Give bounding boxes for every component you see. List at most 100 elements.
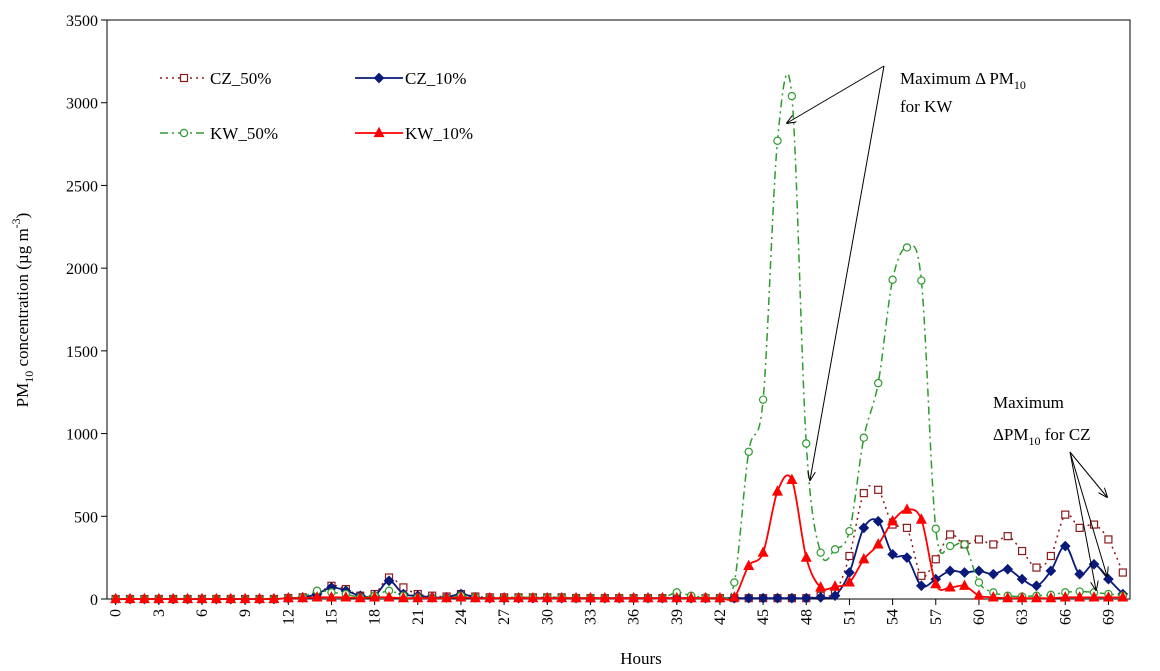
x-tick-label: 6 bbox=[194, 609, 211, 617]
y-tick-label: 0 bbox=[90, 592, 98, 609]
marker bbox=[700, 591, 712, 603]
marker bbox=[325, 591, 337, 602]
marker bbox=[484, 591, 496, 603]
y-tick-label: 1500 bbox=[66, 344, 98, 361]
marker bbox=[987, 568, 999, 580]
marker bbox=[599, 591, 611, 603]
marker bbox=[887, 514, 899, 526]
marker bbox=[843, 576, 855, 587]
marker bbox=[311, 591, 323, 602]
marker bbox=[167, 592, 179, 604]
x-tick-label: 63 bbox=[1014, 609, 1031, 625]
marker bbox=[959, 579, 971, 590]
marker bbox=[960, 540, 969, 549]
marker bbox=[369, 591, 381, 602]
marker bbox=[455, 591, 467, 602]
series bbox=[111, 73, 1128, 604]
marker bbox=[743, 559, 755, 571]
annotation-arrow bbox=[787, 65, 885, 123]
legend-label: KW_10% bbox=[405, 124, 473, 143]
annotation-text: ΔPM10 for CZ bbox=[993, 425, 1091, 448]
marker bbox=[872, 538, 884, 549]
marker bbox=[210, 592, 222, 604]
marker bbox=[974, 578, 984, 587]
marker bbox=[959, 567, 970, 578]
marker bbox=[915, 513, 927, 524]
marker bbox=[110, 592, 122, 604]
marker bbox=[944, 565, 956, 577]
annotation-text: Maximum Δ PM10 bbox=[900, 69, 1026, 92]
marker bbox=[556, 591, 568, 603]
marker bbox=[874, 485, 883, 494]
marker bbox=[787, 91, 797, 101]
x-axis-title: Hours bbox=[620, 649, 662, 668]
marker bbox=[989, 540, 998, 549]
marker bbox=[1104, 535, 1113, 544]
marker bbox=[426, 591, 438, 603]
marker bbox=[945, 541, 955, 551]
marker bbox=[469, 591, 481, 603]
annotation-arrow bbox=[1069, 451, 1107, 497]
marker bbox=[138, 592, 150, 604]
marker bbox=[297, 591, 309, 603]
marker bbox=[931, 524, 940, 533]
x-tick-label: 51 bbox=[841, 609, 858, 625]
x-tick-label: 24 bbox=[453, 609, 470, 625]
marker bbox=[800, 592, 812, 604]
legend-label: KW_50% bbox=[210, 124, 278, 143]
marker bbox=[527, 591, 539, 603]
x-tick-label: 42 bbox=[712, 609, 729, 625]
marker bbox=[1075, 523, 1084, 532]
marker bbox=[757, 546, 769, 557]
series-line bbox=[115, 484, 1124, 600]
marker bbox=[1045, 565, 1057, 577]
marker bbox=[917, 276, 926, 285]
marker bbox=[744, 447, 753, 456]
marker bbox=[685, 591, 697, 603]
marker bbox=[973, 589, 985, 600]
marker bbox=[412, 591, 424, 603]
marker bbox=[383, 591, 395, 602]
y-tick-label: 1000 bbox=[66, 427, 98, 444]
marker bbox=[888, 275, 897, 284]
marker bbox=[974, 535, 984, 544]
marker bbox=[714, 591, 726, 603]
x-tick-label: 27 bbox=[496, 609, 513, 625]
marker bbox=[987, 591, 999, 602]
x-tick-label: 30 bbox=[539, 609, 556, 625]
marker bbox=[730, 578, 739, 587]
marker bbox=[973, 565, 985, 577]
marker bbox=[802, 439, 811, 448]
marker bbox=[1045, 591, 1057, 603]
marker bbox=[1089, 520, 1099, 529]
annotation-text: Maximum bbox=[993, 393, 1064, 412]
annotation-part: for CZ bbox=[1041, 425, 1091, 444]
annotation-arrow bbox=[810, 65, 885, 480]
marker bbox=[1031, 580, 1042, 592]
legend-item: KW_50% bbox=[160, 124, 278, 143]
annotation-cz: Maximum ΔPM10 for CZ bbox=[993, 393, 1107, 590]
marker bbox=[786, 592, 798, 604]
marker bbox=[340, 591, 352, 602]
x-tick-label: 69 bbox=[1100, 609, 1117, 625]
marker bbox=[931, 555, 940, 564]
annotation-sub: 10 bbox=[1029, 434, 1041, 448]
x-tick-label: 54 bbox=[885, 609, 902, 625]
y-title-part: concentration (µg m bbox=[13, 228, 32, 370]
marker bbox=[901, 552, 913, 563]
x-tick-label: 9 bbox=[237, 609, 254, 617]
marker bbox=[225, 592, 237, 604]
series bbox=[110, 515, 1129, 605]
x-tick-label: 57 bbox=[928, 609, 945, 625]
marker bbox=[1074, 568, 1085, 580]
marker bbox=[887, 548, 898, 560]
marker bbox=[830, 545, 840, 554]
marker bbox=[1003, 532, 1012, 541]
legend-item: CZ_10% bbox=[355, 69, 466, 88]
y-title-part: PM bbox=[13, 383, 32, 408]
marker bbox=[858, 553, 870, 564]
marker bbox=[254, 592, 266, 604]
marker bbox=[757, 592, 769, 604]
marker bbox=[671, 591, 683, 603]
